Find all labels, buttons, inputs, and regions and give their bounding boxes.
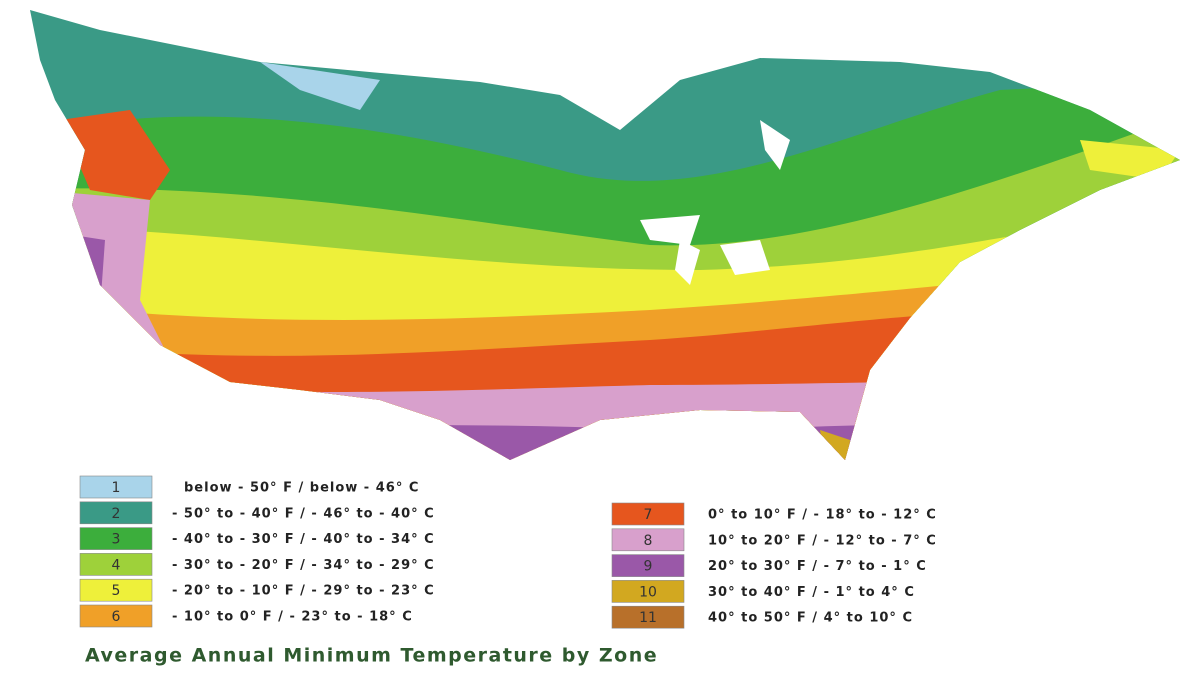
zone-number: 5 [112,583,121,599]
zone-swatch [79,527,153,550]
zone-range: - 40° to - 30° F / - 40° to - 34° C [172,532,435,547]
zone-swatch [79,604,153,628]
zone-swatch [79,501,153,525]
zone-range: - 20° to - 10° F / - 29° to - 23° C [172,584,435,599]
zone-range: 20° to 30° F / - 7° to - 1° C [708,559,927,574]
zone-swatch [611,554,685,577]
zone-number: 7 [644,507,653,523]
zone-range: 0° to 10° F / - 18° to - 12° C [708,508,937,523]
zone-swatch [611,528,685,552]
zone-swatch [79,475,153,499]
zone-number: 1 [112,480,121,496]
lakes [640,120,790,285]
zone-range: - 30° to - 20° F / - 34° to - 29° C [172,558,435,573]
zone-swatch [611,502,685,526]
zone-range: 40° to 50° F / 4° to 10° C [708,611,913,626]
zone-number: 2 [112,506,121,522]
zone-swatch [79,553,153,576]
zone-number: 3 [112,532,121,548]
zone-number: 6 [112,609,121,625]
zone-range: below - 50° F / below - 46° C [184,481,419,496]
zone-range: 10° to 20° F / - 12° to - 7° C [708,533,937,548]
zone-number: 4 [112,557,121,573]
zone-range: - 10° to 0° F / - 23° to - 18° C [172,610,413,625]
map-title: Average Annual Minimum Temperature by Zo… [85,645,658,667]
zone-swatch [611,580,685,603]
legend: 1 below - 50° F / below - 46° C 2 - 50° to … [79,475,937,629]
zone-number: 9 [644,559,653,575]
zone-swatch [79,578,153,602]
zone-number: 8 [644,533,653,549]
zone-number: 10 [639,584,657,600]
zone-range: - 50° to - 40° F / - 46° to - 40° C [172,506,435,521]
zone-range: 30° to 40° F / - 1° to 4° C [708,585,915,600]
zone-swatch [611,605,685,629]
zone-number: 11 [639,610,657,626]
